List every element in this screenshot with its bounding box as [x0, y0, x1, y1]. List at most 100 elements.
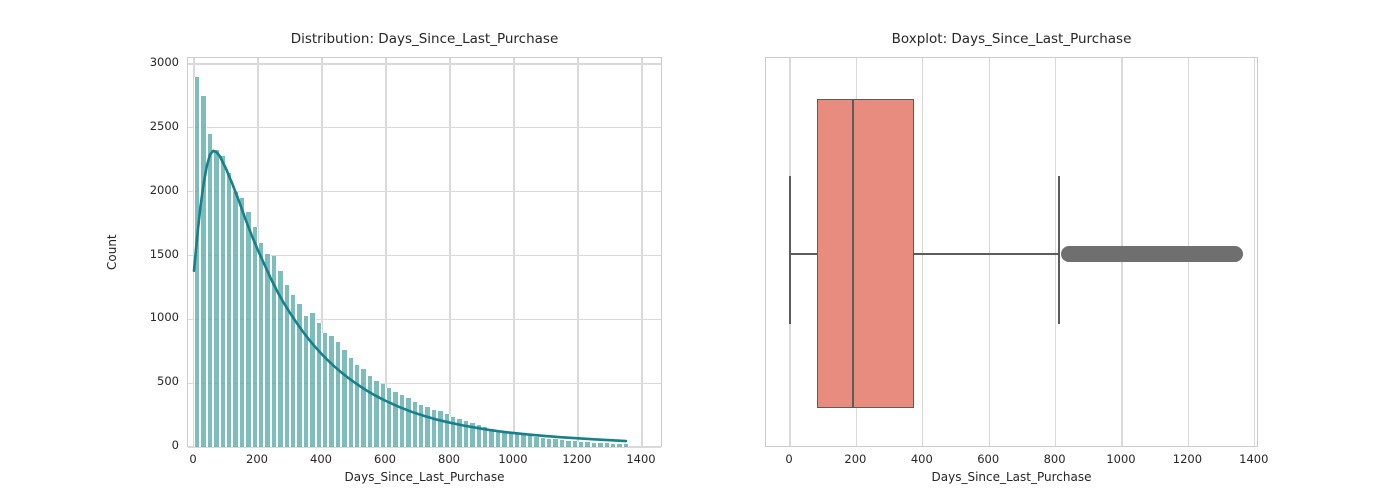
hist-bar: [264, 254, 271, 447]
gridline-x-400: [321, 58, 323, 446]
x-tick-label: 1000: [498, 452, 528, 466]
hist-bar: [501, 431, 508, 447]
x-tick-label: 800: [1043, 452, 1066, 466]
x-tick-label: 200: [246, 452, 268, 466]
median-line: [852, 99, 854, 408]
hist-bar: [552, 439, 559, 447]
hist-bar: [456, 418, 463, 447]
gridline-x-1400: [641, 58, 643, 446]
hist-bar: [270, 255, 278, 447]
hist-bar: [386, 387, 393, 447]
hist-bar: [514, 434, 521, 447]
gridline-x-0: [193, 58, 195, 446]
gridline-x-1200: [577, 58, 579, 446]
hist-bar: [590, 442, 598, 447]
hist-bar: [219, 155, 226, 447]
x-tick-label: 200: [844, 452, 867, 466]
x-tick-label: 600: [374, 452, 396, 466]
x-tick-label: 1200: [562, 452, 592, 466]
x-tick-label: 1200: [1172, 452, 1203, 466]
outlier-points-band: [1060, 246, 1244, 262]
hist-bar: [443, 414, 450, 447]
hist-bar: [251, 227, 258, 447]
x-tick-label: 600: [977, 452, 1000, 466]
y-tick-label: 2000: [149, 182, 179, 197]
hist-bar: [226, 172, 233, 447]
gridline-y-0: [188, 446, 661, 448]
hist-bar: [546, 438, 553, 447]
histogram-ylabel: Count: [105, 234, 119, 270]
hist-bar: [232, 191, 239, 447]
hist-bar: [533, 437, 540, 447]
x-tick-label: 1400: [626, 452, 656, 466]
hist-bar: [565, 440, 572, 447]
hist-bar: [405, 398, 412, 447]
gridline-x-400: [922, 58, 924, 446]
x-tick-label: 0: [785, 452, 793, 466]
whisker-high-line: [913, 253, 1059, 255]
hist-bar: [238, 198, 246, 447]
hist-bar: [616, 443, 623, 447]
gridline-y-3000: [188, 63, 661, 65]
x-tick-label: 800: [438, 452, 460, 466]
x-tick-label: 400: [310, 452, 332, 466]
hist-bar: [354, 365, 361, 447]
hist-bar: [584, 442, 591, 447]
whisker-high-cap: [1058, 176, 1060, 324]
hist-bar: [206, 134, 214, 447]
x-tick-label: 1400: [1239, 452, 1269, 466]
boxplot-title: Boxplot: Days_Since_Last_Purchase: [891, 31, 1132, 47]
hist-bar: [309, 312, 316, 447]
hist-bar: [360, 369, 367, 447]
hist-bar: [200, 95, 207, 447]
hist-bar: [430, 409, 438, 447]
y-tick-label: 1500: [149, 246, 179, 261]
gridline-x-600: [385, 58, 387, 446]
gridline-x-600: [988, 58, 990, 446]
hist-bar: [526, 436, 534, 447]
hist-bar: [373, 380, 380, 447]
y-tick-label: 500: [157, 374, 179, 389]
hist-bar: [334, 342, 342, 447]
hist-bar: [571, 441, 578, 447]
hist-bar: [341, 349, 348, 447]
hist-bar: [245, 212, 252, 447]
boxplot-chart: Boxplot: Days_Since_Last_Purchase Days_S…: [765, 0, 1268, 500]
histogram-xlabel: Days_Since_Last_Purchase: [344, 470, 505, 484]
hist-bar: [539, 437, 546, 447]
gridline-x-800: [449, 58, 451, 446]
hist-bar: [494, 430, 502, 447]
hist-bar: [315, 323, 322, 447]
x-tick-label: 400: [910, 452, 933, 466]
y-tick-label: 0: [171, 438, 179, 452]
hist-bar: [603, 443, 610, 447]
hist-bar: [258, 242, 265, 447]
hist-bar: [462, 420, 470, 447]
iqr-box: [816, 99, 914, 408]
histogram-title: Distribution: Days_Since_Last_Purchase: [290, 31, 559, 47]
gridline-y-2000: [188, 191, 661, 193]
hist-bar: [578, 441, 585, 447]
y-tick-label: 3000: [149, 55, 179, 69]
hist-bar: [213, 149, 220, 447]
kde-curve: [192, 149, 628, 443]
histogram-chart: Distribution: Days_Since_Last_Purchase C…: [105, 0, 662, 500]
hist-bar: [366, 375, 374, 447]
y-tick-label: 1000: [149, 310, 179, 325]
hist-bar: [392, 392, 399, 447]
hist-bar: [475, 425, 482, 447]
x-tick-label: 0: [189, 452, 197, 466]
hist-bar: [622, 444, 630, 447]
hist-bar: [418, 404, 425, 447]
gridline-y-500: [188, 382, 661, 384]
hist-bar: [290, 295, 297, 447]
hist-bar: [488, 429, 495, 447]
y-tick-label: 2500: [149, 118, 179, 133]
hist-bar: [411, 402, 418, 447]
hist-bar: [450, 416, 457, 447]
boxplot-xlabel: Days_Since_Last_Purchase: [931, 470, 1092, 484]
gridline-x-1400: [1254, 58, 1256, 446]
hist-bar: [558, 439, 566, 447]
gridline-y-1500: [188, 254, 661, 257]
